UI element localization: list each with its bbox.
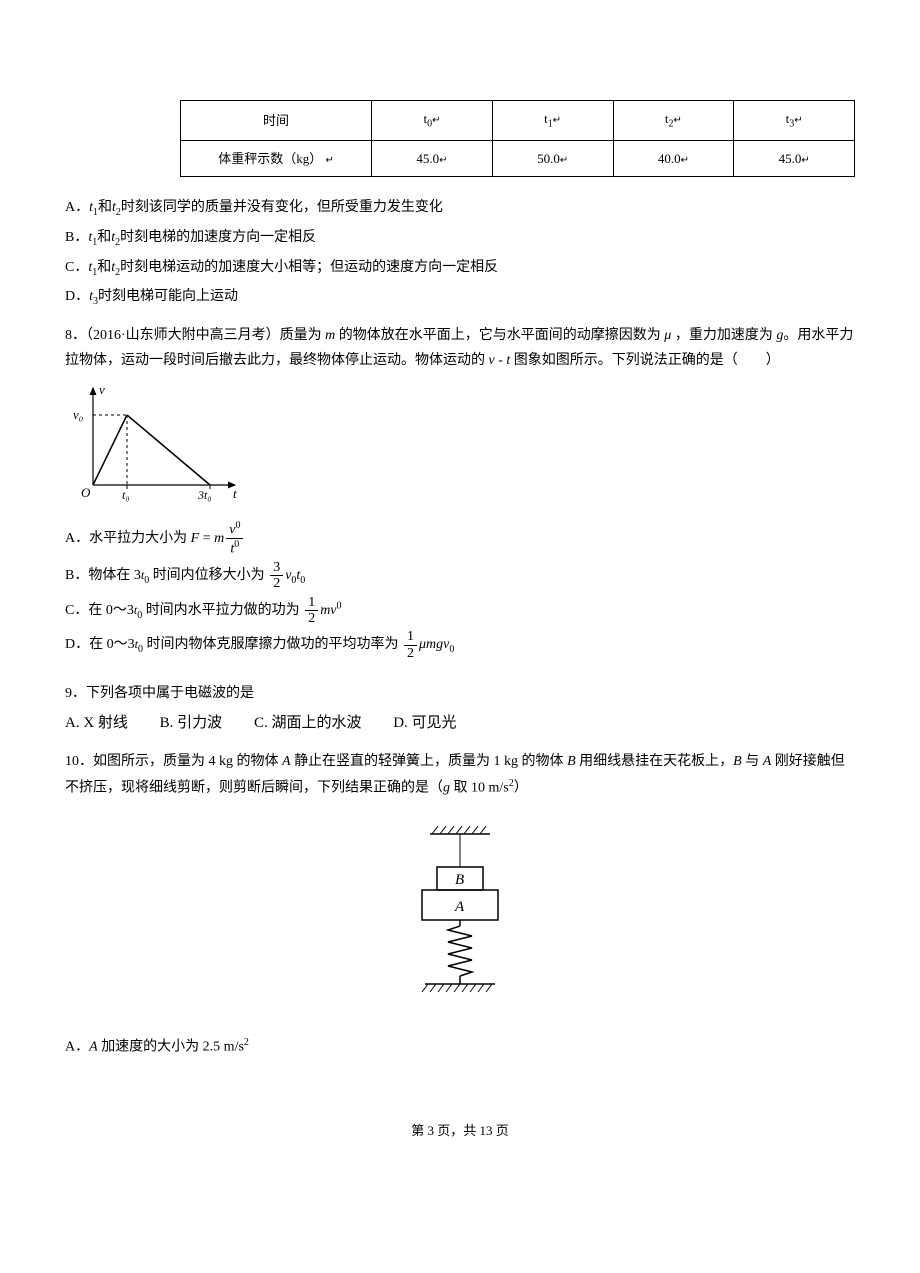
svg-text:O: O — [81, 485, 91, 500]
question-number: 8． — [65, 328, 86, 343]
table-row: 时间 t0↵ t1↵ t2↵ t3↵ — [181, 101, 855, 141]
data-table: 时间 t0↵ t1↵ t2↵ t3↵ 体重秤示数（kg） ↵ 45.0↵ 50.… — [180, 100, 855, 177]
option-b: B．t1和t2时刻电梯的加速度方向一定相反 — [65, 225, 855, 252]
q8-option-b: B．物体在 3t0 时间内位移大小为 32v0t0 — [65, 560, 855, 592]
table-header: 时间 — [181, 101, 372, 141]
q9-option-c: C. 湖面上的水波 — [254, 715, 362, 731]
q10-option-a: A．A 加速度的大小为 2.5 m/s2 — [65, 1034, 855, 1060]
q8-option-a: A．水平拉力大小为 F = mv0t0 — [65, 520, 855, 557]
q9-option-d: D. 可见光 — [393, 715, 456, 731]
question-9: 9．下列各项中属于电磁波的是 — [65, 681, 855, 706]
table-header: t3↵ — [734, 101, 855, 141]
block-b-label: B — [455, 872, 464, 888]
table-row-label: 体重秤示数（kg） ↵ — [181, 140, 372, 176]
spring-diagram: B A — [65, 822, 855, 1011]
table-cell: 50.0↵ — [492, 140, 613, 176]
option-c: C．t1和t2时刻电梯运动的加速度大小相等；但运动的速度方向一定相反 — [65, 255, 855, 282]
option-d: D．t3时刻电梯可能向上运动 — [65, 284, 855, 311]
vt-graph: v v₀ O t₀ 3t₀ t — [65, 380, 855, 514]
table-header: t0↵ — [372, 101, 493, 141]
question-10: 10．如图所示，质量为 4 kg 的物体 A 静止在竖直的轻弹簧上，质量为 1 … — [65, 749, 855, 800]
question-8: 8．（2016·山东师大附中高三月考）质量为 m 的物体放在水平面上，它与水平面… — [65, 323, 855, 373]
svg-text:3t₀: 3t₀ — [197, 488, 212, 502]
option-a: A．t1和t2时刻该同学的质量并没有变化，但所受重力发生变化 — [65, 195, 855, 222]
q9-options: A. X 射线 B. 引力波 C. 湖面上的水波 D. 可见光 — [65, 710, 855, 737]
q8-option-d: D．在 0～3t0 时间内物体克服摩擦力做功的平均功率为 12μmgv0 — [65, 629, 855, 661]
table-cell: 45.0↵ — [372, 140, 493, 176]
svg-text:v₀: v₀ — [73, 407, 83, 422]
table-cell: 40.0↵ — [613, 140, 734, 176]
block-a-label: A — [454, 899, 465, 915]
table-row: 体重秤示数（kg） ↵ 45.0↵ 50.0↵ 40.0↵ 45.0↵ — [181, 140, 855, 176]
svg-text:t₀: t₀ — [122, 488, 130, 502]
question-number: 10． — [65, 754, 93, 769]
svg-text:t: t — [233, 486, 237, 501]
question-number: 9． — [65, 686, 86, 701]
q9-option-a: A. X 射线 — [65, 715, 128, 731]
table-header: t2↵ — [613, 101, 734, 141]
q9-option-b: B. 引力波 — [160, 715, 223, 731]
table-header: t1↵ — [492, 101, 613, 141]
q8-option-c: C．在 0～3t0 时间内水平拉力做的功为 12mv0 — [65, 595, 855, 627]
table-cell: 45.0↵ — [734, 140, 855, 176]
page-footer: 第 3 页，共 13 页 — [65, 1119, 855, 1142]
svg-text:v: v — [99, 382, 105, 397]
